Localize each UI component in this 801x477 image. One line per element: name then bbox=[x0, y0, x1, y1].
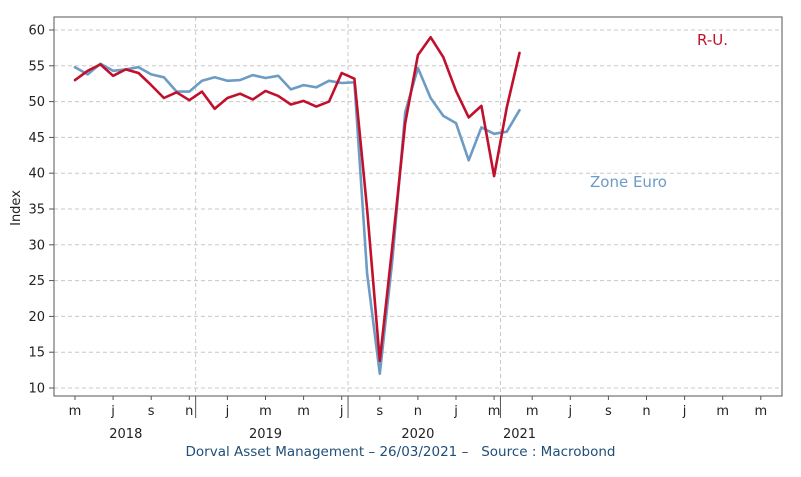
y-axis: 10 15 20 25 30 35 40 45 50 55 60 bbox=[28, 24, 54, 397]
x-tick-label: s bbox=[376, 404, 383, 419]
y-tick-label: 25 bbox=[28, 274, 45, 289]
x-tick-label: m bbox=[716, 404, 729, 419]
x-tick-label: m bbox=[526, 404, 539, 419]
x-tick-label: s bbox=[605, 404, 612, 419]
y-tick-label: 50 bbox=[28, 95, 45, 110]
series-label-zone-euro: Zone Euro bbox=[590, 173, 667, 191]
y-tick-label: 30 bbox=[28, 238, 45, 253]
x-tick-label: j bbox=[110, 404, 115, 419]
year-label: 2018 bbox=[109, 427, 142, 440]
x-tick-label: j bbox=[567, 404, 572, 419]
year-label: 2019 bbox=[249, 427, 282, 440]
line-chart: 10 15 20 25 30 35 40 45 50 55 60 m j s n j m m j s n j m m j s n j… bbox=[9, 16, 783, 440]
x-tick-label: s bbox=[148, 404, 155, 419]
footer-text: Dorval Asset Management – 26/03/2021 – S… bbox=[185, 444, 616, 460]
year-label: 2020 bbox=[401, 427, 434, 440]
year-label: 2021 bbox=[503, 427, 536, 440]
grid bbox=[54, 17, 782, 396]
y-tick-label: 15 bbox=[28, 346, 45, 361]
y-tick-label: 45 bbox=[28, 131, 45, 146]
x-tick-label: m bbox=[488, 404, 501, 419]
y-tick-label: 35 bbox=[28, 203, 45, 218]
y-tick-label: 60 bbox=[28, 24, 45, 39]
series-label-ru: R-U. bbox=[697, 31, 728, 49]
year-labels: 2018 2019 2020 2021 bbox=[109, 427, 536, 440]
x-tick-label: j bbox=[453, 404, 458, 419]
series-line-ru bbox=[73, 35, 521, 363]
series-line-zone-euro bbox=[73, 62, 521, 375]
y-tick-label: 40 bbox=[28, 167, 45, 182]
plot-frame bbox=[53, 16, 783, 397]
y-tick-label: 10 bbox=[28, 382, 45, 397]
x-tick-label: m bbox=[69, 404, 82, 419]
x-tick-label: m bbox=[754, 404, 767, 419]
series-lines bbox=[73, 35, 521, 375]
x-tick-label: j bbox=[682, 404, 687, 419]
x-tick-label: j bbox=[225, 404, 230, 419]
y-axis-title: Index bbox=[9, 190, 24, 226]
x-tick-label: j bbox=[339, 404, 344, 419]
x-tick-label: n bbox=[414, 404, 422, 419]
x-tick-label: m bbox=[259, 404, 272, 419]
x-tick-label: n bbox=[185, 404, 193, 419]
x-tick-label: m bbox=[297, 404, 310, 419]
x-tick-label: n bbox=[642, 404, 650, 419]
y-tick-label: 20 bbox=[28, 310, 45, 325]
y-tick-label: 55 bbox=[28, 59, 45, 74]
footer-source: Dorval Asset Management – 26/03/2021 – S… bbox=[0, 444, 801, 460]
